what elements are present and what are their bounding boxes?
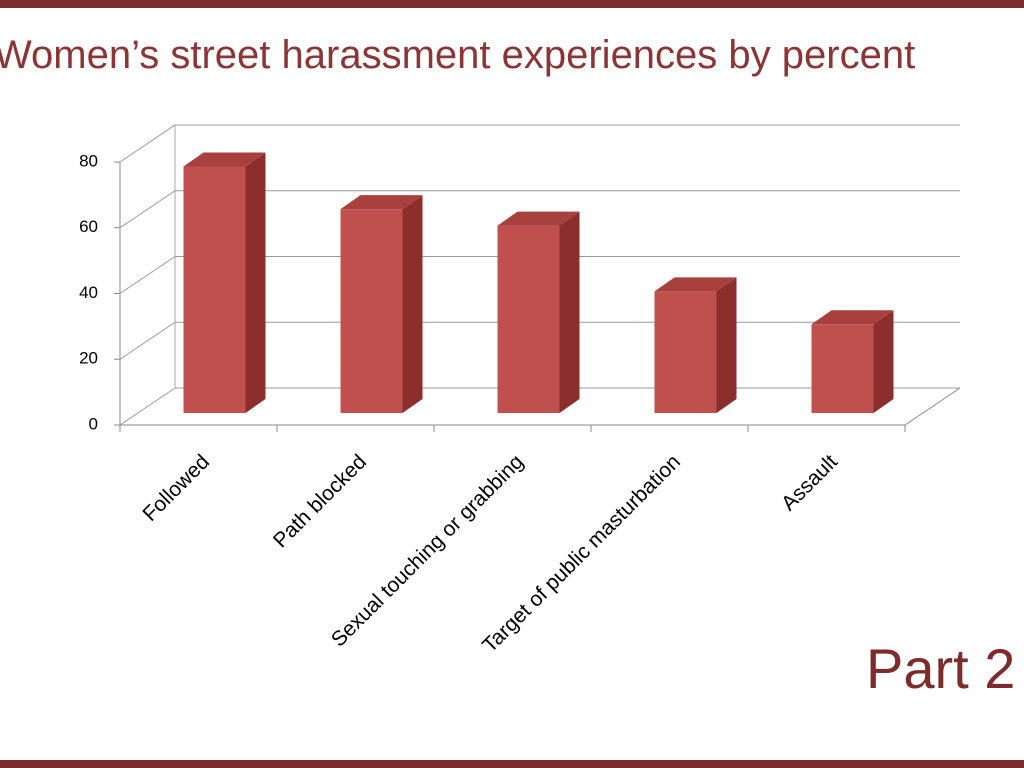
- bar-side: [402, 195, 423, 413]
- bar-side: [559, 211, 580, 413]
- bar-top: [340, 195, 423, 210]
- x-tick-label: Followed: [138, 450, 214, 526]
- bar-top: [811, 310, 894, 325]
- x-tick-label: Assault: [777, 450, 842, 515]
- grid-line: [119, 387, 176, 426]
- bar-top: [183, 152, 266, 167]
- grid-line: [119, 321, 176, 360]
- grid-line: [119, 124, 176, 163]
- y-tick-label: 0: [89, 414, 98, 433]
- grid-line: [119, 190, 176, 229]
- bar: [183, 166, 246, 413]
- chart-title: Women’s street harassment experiences by…: [0, 33, 915, 77]
- x-tick-label: Path blocked: [269, 450, 371, 552]
- bar-side: [873, 310, 894, 413]
- top-band: [0, 0, 1024, 8]
- y-tick-label: 20: [79, 349, 98, 368]
- bar: [811, 324, 874, 413]
- bar: [654, 291, 717, 413]
- y-tick-label: 40: [79, 283, 98, 302]
- bar-side: [245, 152, 266, 413]
- bar-top: [497, 211, 580, 226]
- bar: [497, 225, 560, 413]
- bar-top: [654, 277, 737, 292]
- bar-side: [716, 277, 737, 413]
- bottom-band: [0, 760, 1024, 768]
- annotation: Part 2: [866, 637, 1015, 700]
- y-tick-label: 60: [79, 217, 98, 236]
- bar: [340, 209, 403, 413]
- floor-edge: [904, 387, 961, 426]
- grid-line: [119, 256, 176, 294]
- y-tick-label: 80: [79, 151, 98, 170]
